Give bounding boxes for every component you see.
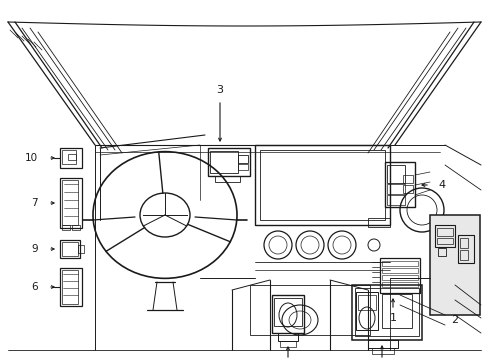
Bar — [386, 184, 404, 194]
Bar — [381, 275, 417, 280]
Bar — [436, 238, 452, 244]
Bar — [386, 165, 404, 183]
Bar — [381, 261, 417, 266]
Bar — [434, 225, 454, 247]
Bar — [215, 176, 240, 182]
Text: 7: 7 — [31, 198, 38, 208]
Bar — [357, 295, 375, 310]
Bar — [60, 240, 80, 258]
Bar — [68, 154, 76, 160]
Bar — [254, 145, 389, 225]
Bar — [62, 270, 78, 304]
Bar — [62, 242, 78, 256]
Bar — [371, 348, 393, 354]
Text: 2: 2 — [450, 315, 458, 325]
Bar — [386, 195, 404, 205]
Bar — [60, 178, 82, 228]
Text: 3: 3 — [216, 85, 223, 95]
Bar — [260, 150, 384, 220]
Text: 4: 4 — [437, 180, 444, 190]
Bar — [459, 250, 467, 260]
Text: 10: 10 — [25, 153, 38, 163]
Text: 9: 9 — [31, 244, 38, 254]
Bar — [62, 180, 78, 225]
Bar — [72, 225, 80, 230]
Bar — [436, 228, 452, 236]
Bar — [271, 295, 304, 333]
Bar — [278, 333, 297, 341]
Bar — [381, 294, 411, 328]
Bar — [238, 164, 247, 170]
Bar — [238, 155, 247, 163]
Bar — [355, 292, 377, 330]
Text: 1: 1 — [389, 313, 396, 323]
Bar — [367, 340, 397, 348]
Bar — [429, 215, 479, 315]
Bar — [354, 288, 418, 336]
Bar — [381, 268, 417, 273]
Bar — [60, 148, 82, 168]
Bar — [249, 285, 369, 335]
Bar — [459, 238, 467, 248]
Bar — [381, 282, 417, 287]
Bar — [437, 248, 445, 256]
Bar — [60, 268, 82, 306]
Text: 6: 6 — [31, 282, 38, 292]
Bar — [62, 150, 76, 164]
Bar — [78, 245, 84, 253]
Bar — [280, 341, 295, 347]
Bar — [384, 162, 414, 207]
Bar — [273, 298, 302, 326]
Bar — [402, 185, 412, 193]
Bar — [207, 148, 249, 176]
Bar — [62, 225, 70, 230]
Bar — [209, 151, 238, 173]
Bar — [457, 235, 473, 263]
Bar — [367, 218, 389, 227]
Bar — [379, 258, 419, 293]
Bar — [351, 285, 421, 340]
Bar — [402, 175, 412, 183]
